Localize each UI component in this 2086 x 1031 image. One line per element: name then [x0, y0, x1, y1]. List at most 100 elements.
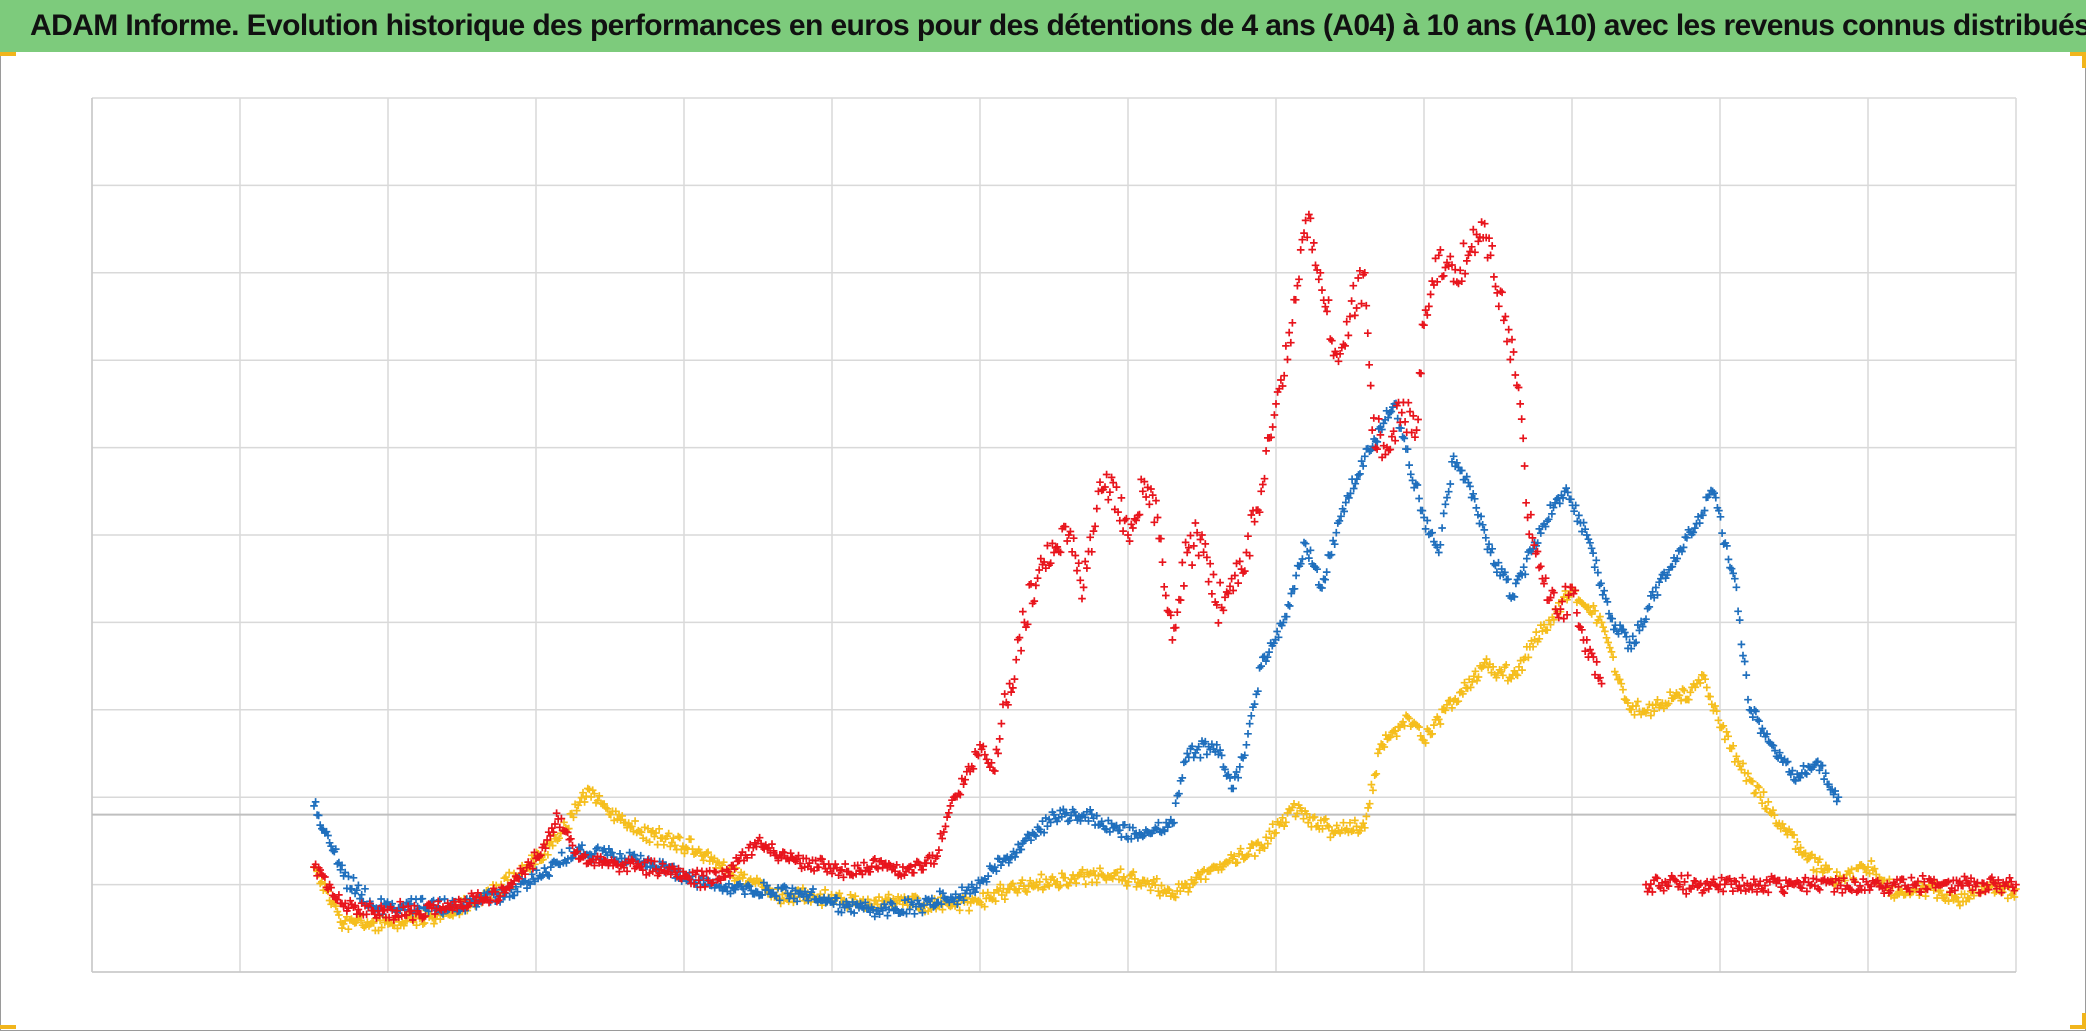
data-point: [1352, 822, 1361, 831]
data-point: [1436, 246, 1445, 254]
data-point: [974, 751, 983, 760]
data-point: [1714, 885, 1723, 894]
data-point: [1278, 382, 1287, 390]
data-point: [883, 911, 892, 920]
data-point: [787, 890, 795, 898]
data-point: [1625, 638, 1634, 647]
data-point: [1846, 869, 1854, 877]
data-point: [333, 907, 342, 916]
data-point: [1463, 472, 1471, 481]
data-point: [383, 898, 392, 906]
data-point: [1346, 489, 1355, 498]
data-point: [1043, 822, 1052, 830]
data-point: [710, 867, 719, 876]
data-point: [757, 839, 765, 848]
data-point: [1379, 419, 1388, 428]
data-point: [1357, 457, 1366, 465]
data-point: [1326, 335, 1335, 343]
data-point: [1677, 871, 1686, 880]
data-point: [1116, 826, 1124, 834]
data-point: [603, 805, 612, 813]
data-point: [1592, 556, 1601, 565]
data-point: [336, 918, 345, 926]
data-point: [1825, 865, 1833, 873]
data-point: [1287, 589, 1296, 598]
data-point: [915, 900, 923, 908]
data-point: [547, 863, 555, 871]
data-point: [1171, 623, 1180, 632]
data-point: [1847, 865, 1856, 874]
data-point: [764, 886, 773, 894]
data-point: [1359, 462, 1367, 470]
data-point: [1009, 879, 1017, 888]
data-point: [733, 857, 742, 866]
data-point: [1753, 715, 1762, 724]
data-point: [1015, 633, 1024, 642]
data-point: [1287, 338, 1295, 347]
data-point: [913, 896, 922, 905]
data-point: [352, 918, 361, 927]
data-point: [1407, 470, 1415, 479]
data-point: [1263, 653, 1272, 661]
data-point: [1046, 559, 1055, 567]
data-point: [1070, 808, 1079, 816]
data-point: [1072, 879, 1080, 887]
data-point: [1859, 862, 1867, 871]
data-point: [1222, 588, 1231, 596]
data-point: [1123, 882, 1131, 890]
data-point: [1567, 495, 1575, 504]
data-point: [1109, 478, 1117, 487]
data-point: [1448, 261, 1456, 269]
data-point: [1756, 793, 1765, 801]
data-point: [1558, 597, 1566, 606]
data-point: [833, 894, 841, 902]
data-point: [1260, 474, 1269, 483]
data-point: [1389, 427, 1398, 435]
data-point: [1386, 445, 1395, 454]
data-point: [1229, 586, 1237, 595]
data-point: [1795, 879, 1803, 887]
data-point: [1753, 782, 1762, 790]
data-point: [690, 880, 698, 888]
data-point: [1753, 888, 1761, 896]
data-point: [1229, 784, 1237, 793]
data-point: [610, 816, 618, 825]
data-point: [1296, 246, 1305, 254]
data-point: [867, 862, 876, 871]
data-point: [1157, 534, 1165, 543]
data-point: [1203, 750, 1211, 759]
data-point: [1759, 788, 1768, 796]
data-point: [1737, 640, 1746, 649]
data-point: [1881, 883, 1890, 892]
data-point: [1571, 501, 1580, 510]
data-point: [1758, 724, 1767, 733]
data-point: [804, 896, 812, 905]
data-point: [1178, 774, 1187, 782]
data-point: [1960, 872, 1969, 881]
data-point: [617, 854, 626, 863]
data-point: [802, 854, 811, 863]
data-point: [1607, 648, 1616, 656]
data-point: [1140, 477, 1149, 486]
data-point: [740, 870, 749, 879]
data-point: [1061, 522, 1070, 531]
data-point: [1814, 884, 1822, 893]
data-point: [1184, 888, 1193, 896]
data-point: [1485, 234, 1493, 242]
data-point: [992, 867, 1001, 875]
data-point: [567, 835, 575, 843]
data-point: [1497, 667, 1506, 676]
data-point: [1217, 751, 1226, 760]
data-point: [1490, 559, 1498, 568]
data-point: [1643, 604, 1652, 613]
data-point: [1703, 683, 1711, 692]
corner-mark-top-right-h: [2070, 52, 2086, 56]
data-point: [1726, 563, 1734, 572]
data-point: [1418, 320, 1427, 329]
data-point: [1518, 666, 1526, 674]
data-point: [1112, 483, 1121, 491]
data-point: [1425, 302, 1433, 311]
data-point: [928, 894, 936, 903]
data-point: [1191, 519, 1200, 527]
data-point: [1066, 527, 1075, 536]
